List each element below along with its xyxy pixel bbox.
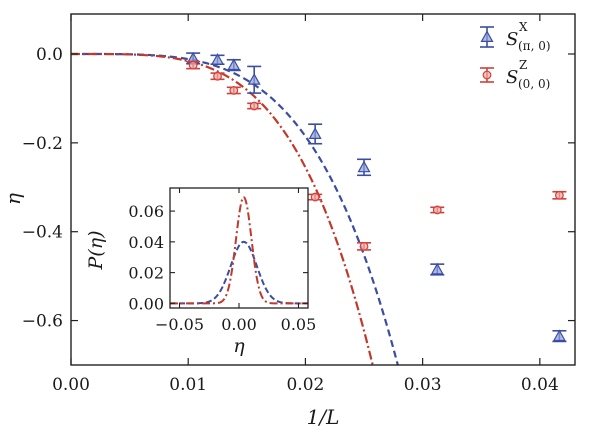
x-tick-label: 0.00 xyxy=(52,375,90,395)
inset-plot: −0.05 0.00 0.05 0.00 0.02 0.04 0.06 η P(η) xyxy=(85,187,317,357)
data-point xyxy=(308,127,322,139)
y-tick-label: 0.0 xyxy=(36,45,63,65)
main-plot: 0.00 0.01 0.02 0.03 0.04 0.0 −0.2 −0.4 −0.6 1/L η xyxy=(1,13,576,429)
data-point xyxy=(227,58,241,71)
legend-label-sub: (0, 0) xyxy=(518,77,550,91)
x-tick-label: 0.03 xyxy=(404,375,442,395)
legend-marker xyxy=(482,70,492,80)
legend: SX(π, 0)SZ(0, 0) xyxy=(480,20,551,91)
inset-x-tick-label: 0.00 xyxy=(221,315,257,334)
data-point xyxy=(552,329,566,342)
series-sx xyxy=(186,51,567,343)
data-point xyxy=(247,73,261,85)
x-axis-label: 1/L xyxy=(307,405,340,429)
legend-marker xyxy=(480,30,494,43)
legend-label-sub: (π, 0) xyxy=(518,39,551,53)
x-tick-label: 0.02 xyxy=(286,375,324,395)
legend-entry-sx: SX (π, 0) xyxy=(480,20,551,53)
series-sz xyxy=(186,60,567,251)
inset-x-axis-label: η xyxy=(233,335,245,357)
axis-ticks: 0.00 0.01 0.02 0.03 0.04 0.0 −0.2 −0.4 −0.6 xyxy=(22,14,575,395)
inset-curve-sz xyxy=(170,196,308,305)
data-point xyxy=(249,101,259,111)
fit-curves xyxy=(71,52,399,365)
inset-y-tick-label: 0.00 xyxy=(128,294,164,313)
inset-y-axis-label: P(η) xyxy=(85,231,107,271)
inset-y-tick-label: 0.02 xyxy=(128,264,164,283)
inset-x-tick-label: −0.05 xyxy=(155,315,204,334)
data-point xyxy=(432,205,442,215)
inset-y-tick-label: 0.04 xyxy=(128,233,164,252)
data-point xyxy=(229,86,239,95)
data-point xyxy=(555,190,564,200)
legend-label-sup: X xyxy=(519,20,528,34)
legend-label-sup: Z xyxy=(519,58,527,72)
inset-background xyxy=(170,188,308,308)
y-tick-label: −0.2 xyxy=(22,134,63,154)
plot-frame xyxy=(70,13,576,366)
data-point xyxy=(310,192,320,202)
inset-y-tick-label: 0.06 xyxy=(128,202,164,221)
y-axis-label: η xyxy=(1,193,25,205)
data-point xyxy=(359,241,369,251)
x-tick-label: 0.01 xyxy=(169,375,207,395)
y-tick-label: −0.6 xyxy=(22,312,63,332)
legend-label-main: S xyxy=(506,29,518,50)
data-point xyxy=(210,53,225,65)
legend-entry-sz: SZ (0, 0) xyxy=(480,58,550,91)
legend-label-main: S xyxy=(506,67,518,88)
data-point xyxy=(430,262,444,275)
x-tick-label: 0.04 xyxy=(521,375,559,395)
y-tick-label: −0.4 xyxy=(22,223,63,243)
data-point xyxy=(213,71,222,81)
inset-x-tick-label: 0.05 xyxy=(281,315,317,334)
fit-curve-sz xyxy=(71,52,374,365)
data-point xyxy=(188,60,198,70)
data-point xyxy=(357,160,371,173)
